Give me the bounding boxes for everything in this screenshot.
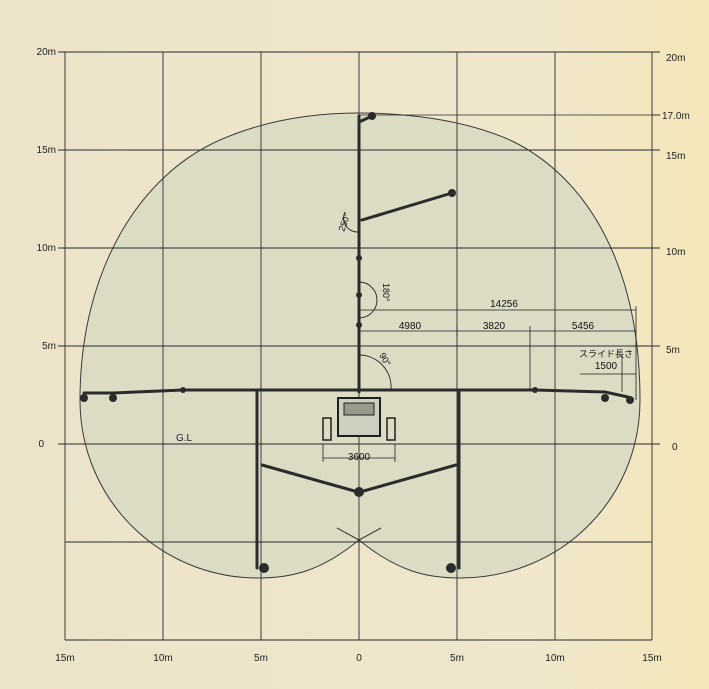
truck-body [322,397,396,441]
reach-segment-2-label: 3820 [483,321,506,332]
overall-reach-label: 14256 [490,299,518,310]
bottom-axis-label-5m-right: 5m [450,653,464,664]
bottom-axis-label-15m-right: 15m [642,653,661,664]
reach-segment-3-label: 5456 [572,321,595,332]
slide-length-label: 1500 [595,361,618,372]
bottom-axis-label-0: 0 [356,653,362,664]
right-axis-label-5m: 5m [666,345,680,356]
left-axis-label-20m: 20m [37,47,56,58]
left-axis-label-5m: 5m [42,341,56,352]
left-axis-label-15m: 15m [37,145,56,156]
reach-segment-1-label: 4980 [399,321,422,332]
right-axis-label-15m: 15m [666,151,685,162]
truck-width-label: 3600 [348,452,371,463]
angle-180-label: 180° [381,283,391,302]
right-axis-label-20m: 20m [666,53,685,64]
reach-dimension-lines [359,306,637,400]
left-axis-label-10m: 10m [37,243,56,254]
bottom-axis-label-5m-left: 5m [254,653,268,664]
axis-ticks [58,51,660,445]
right-axis-label-10m: 10m [666,247,685,258]
bottom-axis-label-10m-right: 10m [545,653,564,664]
angle-arcs [343,211,392,390]
ground-level-label: G.L [176,433,193,444]
bottom-axis-label-15m-left: 15m [55,653,74,664]
left-axis-label-0: 0 [38,439,44,450]
truck-width-dimension-line [322,444,396,462]
boom-joints [80,112,634,573]
slide-length-caption: スライド長さ [579,349,633,359]
bottom-axis-label-10m-left: 10m [153,653,172,664]
right-axis-label-0: 0 [672,442,678,453]
right-axis-label-17m: 17.0m [662,111,690,122]
boom-arms [82,114,630,570]
